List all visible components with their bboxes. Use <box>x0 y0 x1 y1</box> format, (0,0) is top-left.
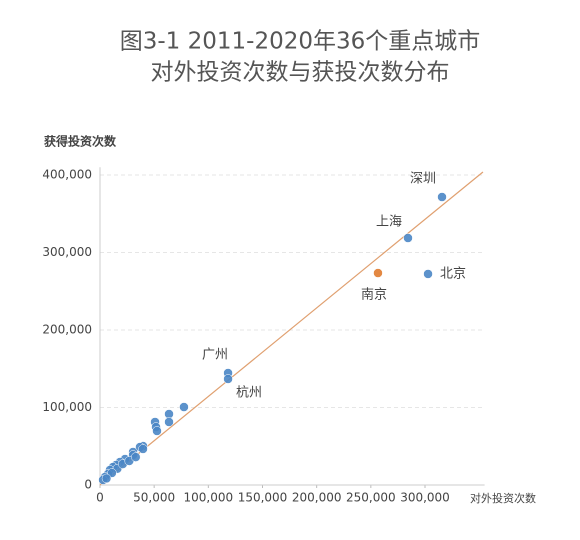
point <box>131 452 141 462</box>
point <box>223 374 233 384</box>
point-label: 深圳 <box>410 172 436 187</box>
point-label: 上海 <box>376 215 402 230</box>
x-axis-label: 对外投资次数 <box>470 491 536 505</box>
point <box>138 444 148 454</box>
point-label: 杭州 <box>236 385 262 400</box>
x-tick-label: 300,000 <box>400 491 450 505</box>
x-tick-label: 50,000 <box>133 491 175 505</box>
x-tick-label: 100,000 <box>184 491 234 505</box>
y-tick-label: 200,000 <box>42 323 92 337</box>
y-axis-label: 获得投资次数 <box>43 134 117 149</box>
point <box>423 269 433 279</box>
point <box>101 473 112 484</box>
point-label: 北京 <box>440 266 466 281</box>
x-tick-label: 0 <box>96 491 104 505</box>
y-tick-label: 300,000 <box>42 245 92 259</box>
y-tick-label: 0 <box>84 478 92 492</box>
point <box>152 426 162 436</box>
chart-title: 图3-1 2011-2020年36个重点城市 <box>120 29 481 55</box>
point <box>437 192 447 202</box>
point <box>179 402 189 412</box>
y-tick-label: 400,000 <box>42 168 92 182</box>
x-tick-label: 200,000 <box>292 491 342 505</box>
y-tick-label: 100,000 <box>42 400 92 414</box>
chart-subtitle: 对外投资次数与获投次数分布 <box>151 60 450 86</box>
point-label: 南京 <box>361 287 387 303</box>
point-label: 广州 <box>202 348 228 363</box>
point <box>373 268 383 278</box>
x-tick-label: 150,000 <box>238 491 288 505</box>
point <box>164 409 174 419</box>
x-tick-label: 250,000 <box>346 491 396 505</box>
point <box>164 417 174 427</box>
point <box>403 233 413 243</box>
fit-line <box>99 171 484 486</box>
